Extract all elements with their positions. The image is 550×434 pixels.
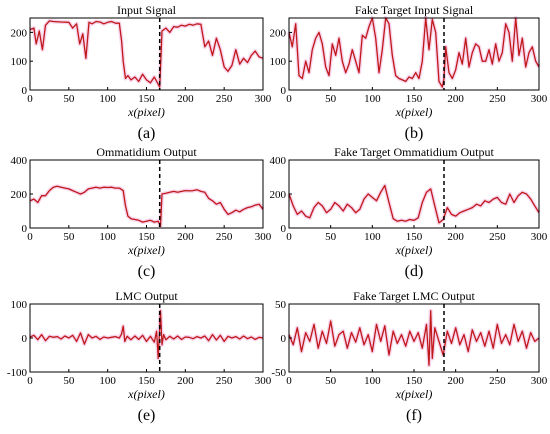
x-tick-label: 0 [27, 93, 33, 105]
x-axis-label: x(pixel) [127, 243, 165, 257]
series-halo [29, 18, 264, 90]
x-tick-label: 200 [447, 93, 464, 105]
y-tick-label: 100 [11, 299, 28, 311]
x-tick-label: 50 [325, 93, 337, 105]
y-tick-label: 0 [281, 223, 287, 235]
x-tick-label: 100 [364, 93, 381, 105]
chart-title: Fake Target LMC Output [353, 289, 475, 303]
x-tick-label: 0 [27, 375, 33, 387]
y-tick-label: 400 [11, 155, 28, 167]
series-line [29, 310, 264, 360]
x-tick-label: 250 [216, 375, 233, 387]
chart-title: Ommatidium Output [96, 145, 197, 159]
chart-panel: Fake Target LMC Output 0 50 100 150 200 250 300… [271, 289, 547, 424]
panel-label: (f) [406, 407, 422, 424]
y-tick-label: 0 [22, 223, 28, 235]
x-tick-label: 50 [325, 375, 337, 387]
x-tick-label: 300 [531, 375, 548, 387]
x-axis-label: x(pixel) [395, 243, 433, 257]
x-tick-label: 200 [177, 231, 194, 243]
x-tick-label: 50 [63, 375, 75, 387]
series-halo [287, 308, 541, 368]
chart-panel: Ommatidium Output 0 50 100 150 200 250 300 0 200 4… [11, 145, 272, 280]
series-halo [287, 183, 541, 225]
x-tick-label: 100 [99, 93, 116, 105]
y-tick-label: 0 [281, 333, 287, 345]
x-axis-label: x(pixel) [395, 105, 433, 119]
series-line [288, 310, 540, 366]
chart-title: Fake Target Input Signal [355, 3, 474, 17]
chart-title: Fake Target Ommatidium Output [334, 145, 494, 159]
chart-title: Input Signal [117, 3, 177, 17]
x-tick-label: 150 [406, 231, 423, 243]
x-tick-label: 200 [177, 375, 194, 387]
chart-panel: Fake Target Input Signal 0 50 100 150 200 250 3… [270, 3, 548, 142]
x-tick-label: 100 [364, 375, 381, 387]
panel-label: (c) [138, 263, 156, 280]
y-tick-label: 400 [270, 155, 287, 167]
x-tick-label: 0 [286, 231, 292, 243]
panel-label: (a) [138, 125, 156, 142]
series-line [288, 184, 540, 224]
x-tick-label: 200 [447, 231, 464, 243]
x-tick-label: 250 [489, 93, 506, 105]
panel-label: (b) [405, 125, 424, 142]
y-tick-label: 100 [270, 56, 287, 68]
x-tick-label: 50 [325, 231, 337, 243]
x-tick-label: 300 [531, 93, 548, 105]
series-halo [29, 308, 264, 361]
x-tick-label: 50 [63, 231, 75, 243]
y-tick-label: 200 [11, 27, 28, 39]
x-tick-label: 50 [63, 93, 75, 105]
axes-box [29, 159, 264, 229]
x-tick-label: 100 [364, 231, 381, 243]
x-tick-label: 300 [531, 231, 548, 243]
x-tick-label: 250 [216, 93, 233, 105]
x-tick-label: 250 [216, 231, 233, 243]
x-tick-label: 150 [406, 375, 423, 387]
x-tick-label: 250 [489, 231, 506, 243]
x-axis-label: x(pixel) [395, 387, 433, 401]
y-tick-label: 200 [11, 189, 28, 201]
x-tick-label: 300 [255, 231, 272, 243]
x-tick-label: 150 [138, 375, 155, 387]
x-tick-label: 200 [447, 375, 464, 387]
y-tick-label: 200 [270, 27, 287, 39]
y-tick-label: 100 [11, 56, 28, 68]
panel-label: (d) [405, 263, 424, 280]
x-axis-label: x(pixel) [127, 387, 165, 401]
x-tick-label: 0 [286, 93, 292, 105]
x-tick-label: 150 [138, 93, 155, 105]
chart-panel: Fake Target Ommatidium Output 0 50 100 150 20… [270, 145, 548, 280]
x-tick-label: 300 [255, 93, 272, 105]
x-tick-label: 150 [138, 231, 155, 243]
x-tick-label: 0 [286, 375, 292, 387]
x-tick-label: 100 [99, 375, 116, 387]
x-tick-label: 250 [489, 375, 506, 387]
series-line [29, 20, 264, 88]
series-halo [29, 184, 265, 229]
x-axis-label: x(pixel) [127, 105, 165, 119]
series-line [29, 185, 264, 227]
y-tick-label: 0 [22, 333, 28, 345]
chart-panel: Input Signal 0 50 100 150 200 250 300 0 100 200 x(p… [11, 3, 272, 142]
y-tick-label: 50 [275, 299, 287, 311]
chart-title: LMC Output [115, 289, 178, 303]
panel-label: (e) [138, 407, 156, 424]
y-tick-label: -100 [7, 367, 28, 379]
series-line [288, 17, 540, 88]
x-tick-label: 0 [27, 231, 33, 243]
y-tick-label: 0 [22, 85, 28, 97]
x-tick-label: 300 [255, 375, 272, 387]
x-tick-label: 200 [177, 93, 194, 105]
x-tick-label: 150 [406, 93, 423, 105]
y-tick-label: -50 [271, 367, 286, 379]
axes-box [288, 159, 540, 229]
x-tick-label: 100 [99, 231, 116, 243]
y-tick-label: 200 [270, 189, 287, 201]
y-tick-label: 0 [281, 85, 287, 97]
